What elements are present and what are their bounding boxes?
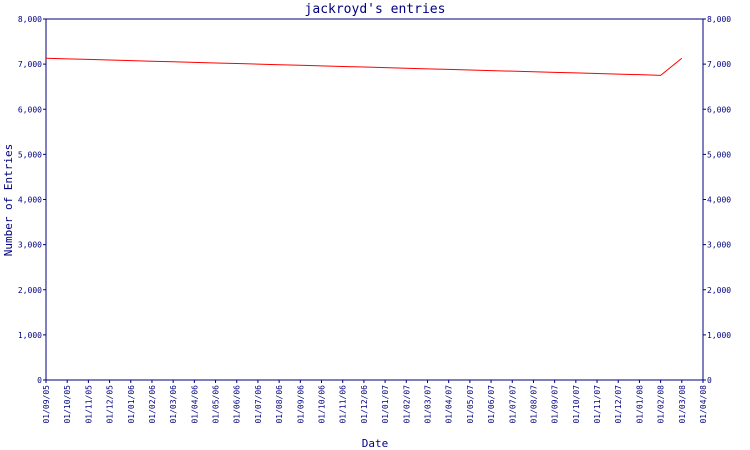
y-tick-label: 2,000: [18, 286, 42, 295]
x-tick-label: 01/10/05: [63, 385, 72, 424]
x-axis-title: Date: [362, 437, 389, 450]
x-tick-label: 01/02/08: [657, 385, 666, 424]
x-tick-label: 01/06/06: [233, 385, 242, 424]
x-tick-label: 01/12/07: [614, 385, 623, 424]
x-tick-label: 01/02/06: [148, 385, 157, 424]
x-tick-label: 01/11/05: [84, 385, 93, 424]
x-tick-label: 01/05/07: [466, 385, 475, 424]
y2-tick-label: 1,000: [707, 331, 731, 340]
x-tick-label: 01/09/07: [551, 385, 560, 424]
x-tick-label: 01/01/07: [381, 385, 390, 424]
x-tick-label: 01/05/06: [212, 385, 221, 424]
x-tick-label: 01/04/06: [190, 385, 199, 424]
y-tick-label: 6,000: [18, 105, 42, 114]
x-tick-label: 01/09/06: [296, 385, 305, 424]
x-tick-label: 01/12/06: [360, 385, 369, 424]
plot-frame: [45, 18, 704, 381]
y-tick-label: 8,000: [18, 15, 42, 24]
x-tick-label: 01/04/08: [699, 385, 708, 424]
x-tick-label: 01/06/07: [487, 385, 496, 424]
data-line: [45, 57, 683, 76]
y-tick-label: 1,000: [18, 331, 42, 340]
x-tick-label: 01/11/06: [339, 385, 348, 424]
y-axis-title: Number of Entries: [2, 144, 15, 257]
x-tick-label: 01/12/05: [106, 385, 115, 424]
y2-tick-label: 6,000: [707, 105, 731, 114]
y-tick-label: 0: [37, 376, 42, 385]
x-tick-label: 01/02/07: [402, 385, 411, 424]
y-tick-label: 4,000: [18, 196, 42, 205]
y2-tick-label: 5,000: [707, 150, 731, 159]
x-tick-label: 01/08/06: [275, 385, 284, 424]
x-tick-label: 01/04/07: [445, 385, 454, 424]
y2-tick-label: 0: [707, 376, 712, 385]
y-tick-label: 3,000: [18, 241, 42, 250]
y2-tick-label: 2,000: [707, 286, 731, 295]
x-tick-label: 01/08/07: [529, 385, 538, 424]
x-tick-label: 01/03/08: [678, 385, 687, 424]
y2-tick-label: 8,000: [707, 15, 731, 24]
x-tick-label: 01/07/06: [254, 385, 263, 424]
y2-tick-label: 3,000: [707, 241, 731, 250]
y2-tick-label: 7,000: [707, 60, 731, 69]
y-tick-label: 5,000: [18, 150, 42, 159]
y2-tick-label: 4,000: [707, 196, 731, 205]
chart-title: jackroyd's entries: [305, 2, 446, 17]
x-tick-label: 01/03/07: [423, 385, 432, 424]
x-tick-label: 01/01/06: [127, 385, 136, 424]
x-tick-label: 01/10/07: [572, 385, 581, 424]
x-tick-label: 01/07/07: [508, 385, 517, 424]
x-tick-label: 01/03/06: [169, 385, 178, 424]
x-tick-label: 01/11/07: [593, 385, 602, 424]
x-tick-label: 01/10/06: [318, 385, 327, 424]
y-tick-label: 7,000: [18, 60, 42, 69]
x-tick-label: 01/09/05: [42, 385, 51, 424]
x-tick-label: 01/01/08: [635, 385, 644, 424]
